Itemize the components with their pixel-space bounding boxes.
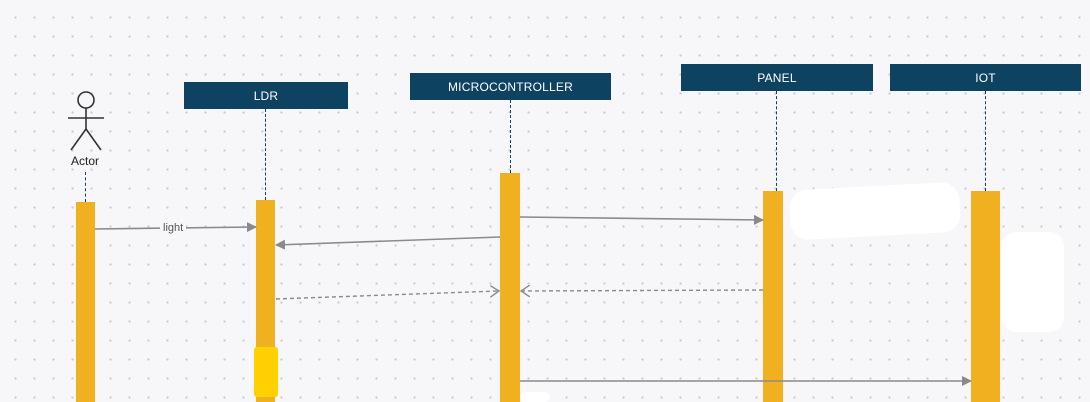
erase-mark <box>788 181 962 241</box>
erase-mark <box>1002 232 1064 332</box>
lane-header-label: LDR <box>253 88 279 103</box>
actor-activation-bar[interactable] <box>76 202 95 402</box>
lane-header-label: MICROCONTROLLER <box>447 79 573 94</box>
stick-figure-icon[interactable] <box>66 91 106 153</box>
panel-activation-bar[interactable] <box>763 191 783 402</box>
erase-mark <box>520 392 550 402</box>
microcontroller-activation-bar[interactable] <box>500 173 520 402</box>
lane-header-label: IOT <box>975 70 996 85</box>
iot-activation-bar[interactable] <box>971 191 1000 402</box>
message-micro-to-panel[interactable] <box>519 214 764 225</box>
actor-label: Actor <box>70 154 99 168</box>
microcontroller-lifeline <box>510 100 511 173</box>
message-micro-to-ldr[interactable] <box>275 236 501 250</box>
actor-lifeline <box>85 172 86 202</box>
lane-header-panel[interactable]: PANEL <box>681 64 873 91</box>
lane-header-ldr[interactable]: LDR <box>184 82 348 109</box>
lane-header-iot[interactable]: IOT <box>890 64 1081 91</box>
message-label-light: light <box>160 222 187 234</box>
lane-header-microcontroller[interactable]: MICROCONTROLLER <box>410 73 611 100</box>
ldr-lifeline <box>265 109 266 200</box>
lane-header-label: PANEL <box>757 70 797 85</box>
message-panel-to-micro-return[interactable] <box>521 290 764 291</box>
iot-lifeline <box>985 91 986 191</box>
erase-mark-yellow <box>254 347 278 397</box>
panel-lifeline <box>776 91 777 191</box>
message-ldr-to-micro-return[interactable] <box>275 291 499 300</box>
